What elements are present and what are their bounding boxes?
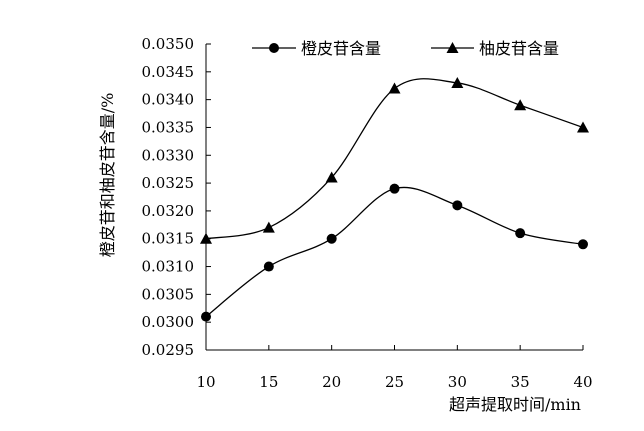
y-tick-label: 0.0295 xyxy=(142,341,195,359)
legend-item-pomelo: 柚皮苷含量 xyxy=(431,39,559,58)
y-axis-title: 橙皮苷和柚皮苷含量/% xyxy=(98,93,117,258)
data-point-circle xyxy=(515,228,526,239)
y-tick-label: 0.0320 xyxy=(142,202,195,220)
data-point-circle xyxy=(578,239,588,250)
data-point-circle xyxy=(326,233,337,244)
legend-label-orange: 橙皮苷含量 xyxy=(301,39,381,58)
data-point-triangle xyxy=(262,221,275,233)
data-point-triangle xyxy=(514,99,527,111)
x-tick-label: 10 xyxy=(196,373,215,391)
series-layer xyxy=(200,76,589,322)
x-tick-label: 25 xyxy=(385,373,404,391)
legend-circle-marker-icon xyxy=(269,43,279,53)
legend-item-orange: 橙皮苷含量 xyxy=(252,39,381,58)
x-tick-labels: 10 15 20 25 30 35 40 xyxy=(196,373,592,391)
y-tick-label: 0.0340 xyxy=(142,91,195,109)
x-tick-label: 40 xyxy=(573,373,592,391)
data-point-triangle xyxy=(451,76,464,88)
legend-triangle-marker-icon xyxy=(446,42,459,53)
x-axis-title: 超声提取时间/min xyxy=(449,395,581,414)
data-point-triangle xyxy=(577,121,589,133)
y-tick-label: 0.0300 xyxy=(142,313,195,331)
y-tick-labels: 0.0295 0.0300 0.0305 0.0310 0.0315 0.0320 0.03… xyxy=(142,35,195,359)
y-tick-label: 0.0310 xyxy=(142,258,195,276)
series-line-1 xyxy=(205,78,584,240)
legend-label-pomelo: 柚皮苷含量 xyxy=(479,39,559,58)
series-line-0 xyxy=(205,186,584,318)
data-point-circle xyxy=(389,183,400,194)
data-point-circle xyxy=(452,200,463,211)
x-tick-label: 15 xyxy=(259,373,278,391)
data-point-triangle xyxy=(325,171,338,183)
y-tick-label: 0.0330 xyxy=(142,146,195,164)
y-tick-label: 0.0345 xyxy=(142,63,195,81)
legend: 橙皮苷含量 柚皮苷含量 xyxy=(252,39,559,58)
y-tick-label: 0.0305 xyxy=(142,285,195,303)
y-tick-label: 0.0350 xyxy=(142,35,195,53)
y-tick-label: 0.0335 xyxy=(142,118,195,136)
y-tick-label: 0.0315 xyxy=(142,230,195,248)
x-tick-label: 35 xyxy=(511,373,530,391)
data-point-circle xyxy=(263,261,274,272)
x-tick-label: 30 xyxy=(448,373,467,391)
x-tick-label: 20 xyxy=(322,373,341,391)
y-tick-label: 0.0325 xyxy=(142,174,195,192)
data-point-triangle xyxy=(388,82,401,94)
